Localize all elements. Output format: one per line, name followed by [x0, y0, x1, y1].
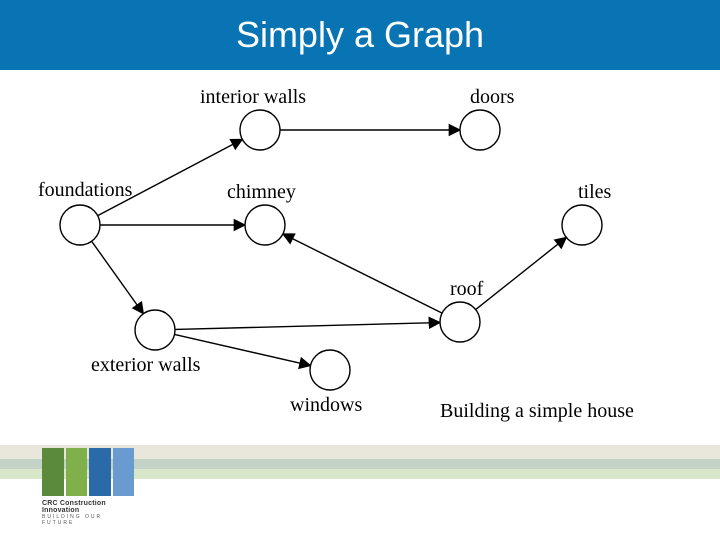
caption: Building a simple house — [440, 400, 634, 423]
node-label-windows: windows — [290, 394, 362, 417]
page-title: Simply a Graph — [236, 14, 484, 56]
logo-bar — [89, 448, 111, 496]
node-label-roof: roof — [450, 278, 483, 301]
logo-bar — [66, 448, 88, 496]
edge — [283, 234, 442, 313]
logo-subtext: BUILDING OUR FUTURE — [42, 514, 134, 526]
diagram: interior walls doors foundations chimney til… — [0, 70, 720, 410]
node-label-interior_walls: interior walls — [200, 86, 306, 109]
node-label-chimney: chimney — [227, 181, 296, 204]
node-label-exterior_walls: exterior walls — [91, 354, 200, 377]
edge — [476, 237, 567, 309]
node-label-foundations: foundations — [38, 179, 132, 202]
node-doors — [460, 110, 500, 150]
logo-bar — [113, 448, 135, 496]
edge — [175, 323, 440, 330]
header: Simply a Graph — [0, 0, 720, 70]
logo-bar — [42, 448, 64, 496]
node-tiles — [562, 205, 602, 245]
node-windows — [310, 350, 350, 390]
footer: CRC Construction Innovation BUILDING OUR… — [0, 445, 720, 540]
node-label-doors: doors — [470, 86, 514, 109]
node-label-tiles: tiles — [578, 181, 611, 204]
node-interior_walls — [240, 110, 280, 150]
node-chimney — [245, 205, 285, 245]
crc-logo: CRC Construction Innovation BUILDING OUR… — [42, 448, 134, 526]
node-exterior_walls — [135, 310, 175, 350]
node-roof — [440, 302, 480, 342]
node-foundations — [60, 205, 100, 245]
edge — [98, 139, 243, 215]
edge — [92, 241, 144, 313]
logo-text: CRC Construction Innovation — [42, 500, 134, 514]
